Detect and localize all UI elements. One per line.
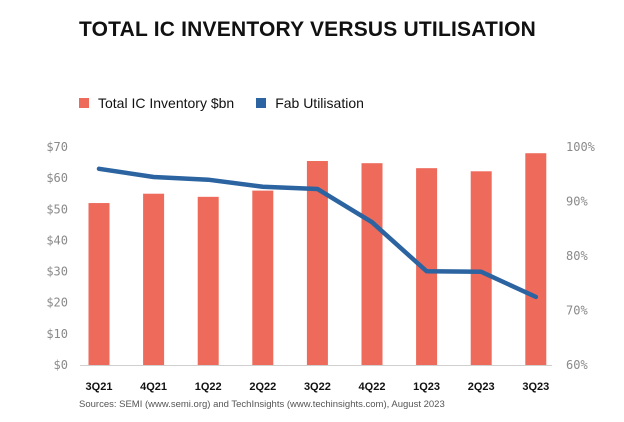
y-left-tick-label: $20 [46, 296, 68, 310]
bar-3Q23 [525, 153, 547, 365]
x-tick-label: 4Q21 [140, 381, 167, 393]
bar-2Q22 [252, 190, 274, 365]
bar-3Q21 [88, 203, 110, 365]
chart-legend: Total IC Inventory $bn Fab Utilisation [79, 95, 386, 111]
y-right-tick-label: 70% [566, 304, 588, 318]
source-note: Sources: SEMI (www.semi.org) and TechIns… [79, 399, 445, 410]
y-right-tick-label: 80% [566, 249, 588, 263]
y-left-tick-label: $10 [46, 327, 68, 341]
y-left-tick-label: $60 [46, 171, 68, 185]
y-left-tick-label: $0 [54, 358, 68, 372]
x-tick-label: 1Q22 [195, 381, 222, 393]
x-tick-label: 2Q23 [468, 381, 495, 393]
y-left-tick-label: $40 [46, 233, 68, 247]
bar-3Q22 [306, 161, 328, 365]
legend-item-inventory: Total IC Inventory $bn [79, 95, 234, 111]
legend-label-utilisation: Fab Utilisation [275, 95, 364, 111]
bar-1Q22 [197, 196, 219, 365]
bar-1Q23 [416, 168, 438, 365]
x-tick-label: 1Q23 [413, 381, 440, 393]
x-tick-label: 3Q23 [522, 381, 549, 393]
y-right-tick-label: 90% [566, 195, 588, 209]
legend-label-inventory: Total IC Inventory $bn [98, 95, 235, 111]
x-tick-label: 3Q21 [86, 381, 113, 393]
bar-2Q23 [470, 171, 492, 365]
legend-swatch-inventory [79, 98, 89, 108]
y-left-tick-label: $70 [46, 140, 68, 154]
y-left-tick-label: $30 [46, 265, 68, 279]
y-right-tick-label: 60% [566, 358, 588, 372]
y-left-tick-label: $50 [46, 202, 68, 216]
chart-title: TOTAL IC INVENTORY VERSUS UTILISATION [79, 18, 537, 41]
legend-swatch-utilisation [256, 98, 267, 108]
legend-item-utilisation: Fab Utilisation [256, 95, 364, 111]
y-right-tick-label: 100% [566, 140, 596, 154]
bar-4Q22 [361, 163, 383, 365]
x-tick-label: 3Q22 [304, 381, 331, 393]
x-tick-label: 4Q22 [359, 381, 386, 393]
bar-4Q21 [143, 193, 165, 365]
x-tick-label: 2Q22 [249, 381, 276, 393]
